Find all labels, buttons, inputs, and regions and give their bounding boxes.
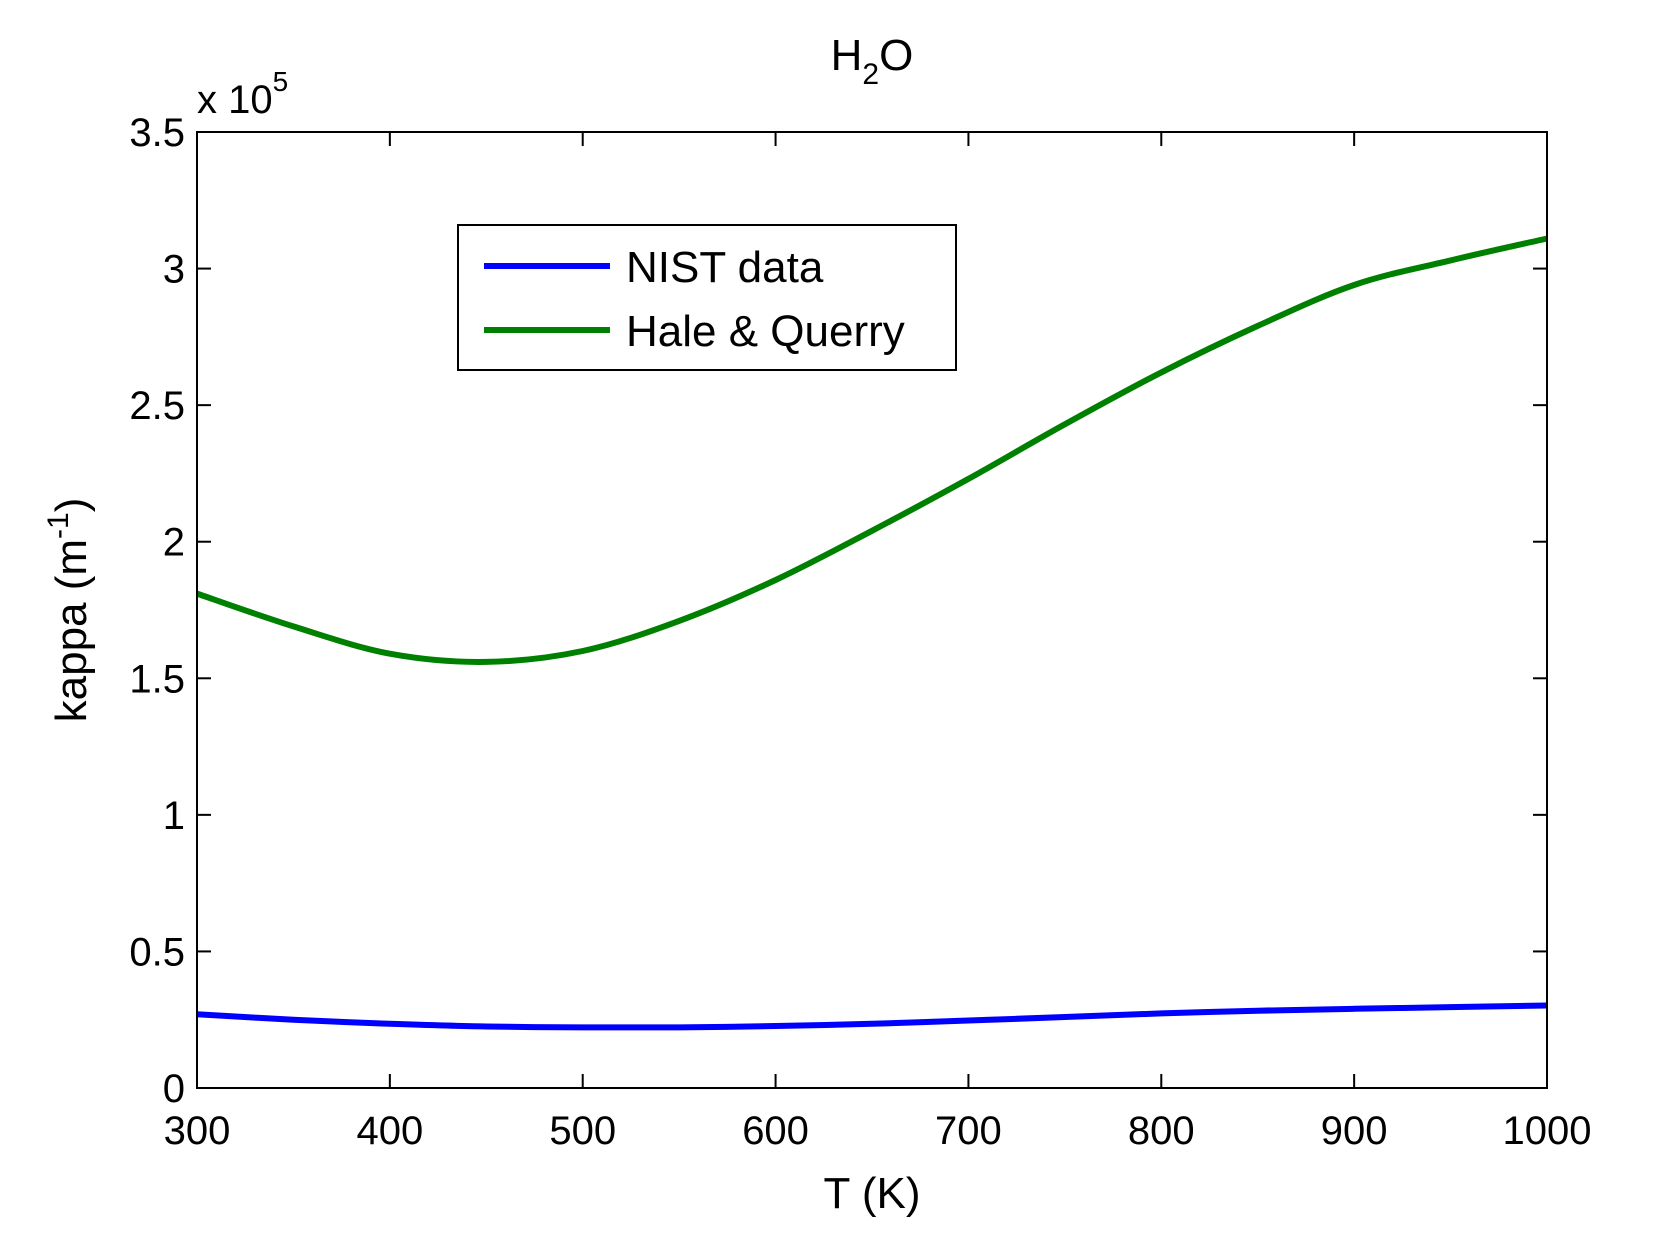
series-line-hale-querry — [196, 235, 1548, 665]
axis-tick-labels: 300 400 500 600 700 800 900 1000 0 0.5 1 1.5 2 2.5 3 3.… — [129, 111, 1591, 1153]
chart-title-subscript: 2 — [862, 58, 879, 91]
y-tick-label: 2.5 — [129, 384, 185, 428]
legend-label-hale-querry: Hale & Querry — [626, 307, 905, 356]
x-tick-label: 500 — [549, 1109, 616, 1153]
plot-frame — [196, 131, 1548, 1089]
y-axis-multiplier-base: x 10 — [197, 78, 273, 122]
chart-title-tail: O — [879, 31, 913, 80]
y-tick-label: 0.5 — [129, 930, 185, 974]
x-tick-label: 800 — [1128, 1109, 1195, 1153]
y-tick-label: 1 — [163, 794, 185, 838]
x-axis-label: T (K) — [824, 1169, 921, 1218]
y-axis-label-main: kappa (m — [47, 539, 96, 722]
x-tick-label: 900 — [1321, 1109, 1388, 1153]
legend: NIST data Hale & Querry — [457, 224, 957, 371]
series-line-nist-data — [196, 1002, 1548, 1031]
y-axis-label-superscript: -1 — [42, 512, 75, 539]
x-tick-label: 300 — [164, 1109, 231, 1153]
y-axis-multiplier: x 105 — [197, 66, 288, 122]
y-tick-label: 3 — [163, 248, 185, 292]
y-tick-label: 0 — [163, 1067, 185, 1111]
y-axis-label-tail: ) — [47, 498, 96, 513]
y-tick-label: 1.5 — [129, 657, 185, 701]
legend-box — [457, 224, 957, 371]
x-tick-label: 700 — [935, 1109, 1002, 1153]
chart-title-main: H — [831, 31, 863, 80]
y-tick-label: 2 — [163, 521, 185, 565]
y-axis-label: kappa (m-1) — [42, 498, 96, 723]
x-tick-label: 1000 — [1503, 1109, 1592, 1153]
legend-label-nist-data: NIST data — [626, 243, 824, 292]
y-axis-multiplier-exponent: 5 — [273, 66, 289, 97]
x-tick-label: 600 — [742, 1109, 809, 1153]
chart-title: H2O — [831, 31, 914, 91]
plot-lines — [196, 235, 1548, 1031]
x-tick-label: 400 — [356, 1109, 423, 1153]
y-tick-label: 3.5 — [129, 111, 185, 155]
